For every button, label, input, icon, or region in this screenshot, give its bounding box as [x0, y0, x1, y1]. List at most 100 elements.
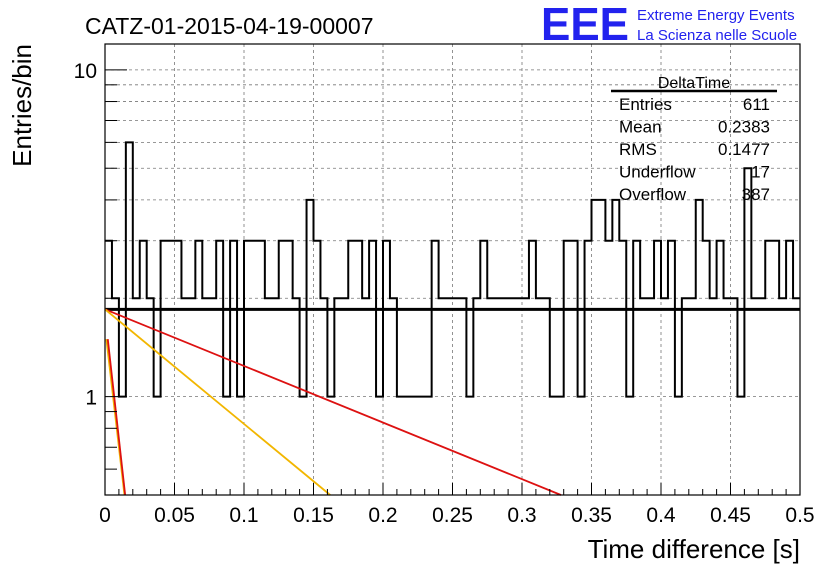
histogram-bin	[515, 298, 522, 495]
histogram-bin	[307, 200, 314, 495]
histogram-bin	[327, 397, 334, 495]
histogram-bin	[640, 298, 647, 495]
stats-title: DeltaTime	[658, 75, 730, 92]
histogram-bin	[376, 397, 383, 495]
x-tick-label: 0.25	[432, 504, 473, 527]
histogram-bin	[550, 397, 557, 495]
histogram-bin	[348, 241, 355, 495]
histogram-bin	[717, 241, 724, 495]
x-tick-label: 0.1	[229, 504, 258, 527]
x-tick-label: 0.2	[368, 504, 397, 527]
x-tick-label: 0.15	[293, 504, 334, 527]
histogram-bin	[473, 298, 480, 495]
stats-label: Overflow	[619, 185, 687, 204]
histogram-bin	[522, 298, 529, 495]
fit-line	[106, 338, 127, 496]
histogram-bin	[536, 298, 543, 495]
histogram-bin	[133, 298, 140, 495]
histogram-bin	[383, 241, 390, 495]
histogram-bin	[772, 241, 779, 495]
histogram-bin	[286, 241, 293, 495]
tick-labels: 0 0.05 0.1 0.15 0.2 0.25 0.3 0.35 0.4 0.45 0.5 1 10	[74, 60, 815, 527]
histogram-bin	[418, 397, 425, 495]
histogram-bin	[682, 298, 689, 495]
x-tick-label: 0	[99, 504, 111, 527]
x-tick-label: 0.35	[571, 504, 612, 527]
histogram-bin	[529, 241, 536, 495]
histogram-bin	[501, 298, 508, 495]
fit-line	[104, 308, 331, 496]
stats-value: 0.2383	[718, 118, 770, 137]
histogram-bin	[390, 298, 397, 495]
histogram-bin	[195, 241, 202, 495]
histogram-bin	[168, 241, 175, 495]
histogram-bin	[619, 241, 626, 495]
stats-label: Entries	[619, 95, 672, 114]
histogram-bin	[703, 241, 710, 495]
histogram-bin	[272, 298, 279, 495]
x-tick-label: 0.5	[785, 504, 814, 527]
histogram-bin	[689, 298, 696, 495]
histogram-bin	[453, 298, 460, 495]
histogram-bin	[216, 241, 223, 495]
histogram-bin	[181, 298, 188, 495]
fit-line	[104, 308, 562, 496]
y-axis-label: Entries/bin	[7, 44, 37, 167]
histogram-bin	[724, 298, 731, 495]
histogram-bin	[466, 397, 473, 495]
histogram-bin	[188, 298, 195, 495]
histogram-bin	[140, 241, 147, 495]
histogram-bin	[585, 241, 592, 495]
histogram-bin	[675, 397, 682, 495]
run-title: CATZ-01-2015-04-19-00007	[85, 13, 374, 39]
histogram-bin	[202, 298, 209, 495]
histogram-bin	[480, 241, 487, 495]
histogram-bin	[592, 200, 599, 495]
histogram-bin	[626, 397, 633, 495]
histogram-bin	[605, 241, 612, 495]
logo-subtitle-1: Extreme Energy Events	[637, 7, 795, 24]
histogram-bin	[737, 397, 744, 495]
histogram-bin	[230, 241, 237, 495]
histogram-bin	[765, 241, 772, 495]
histogram-bin	[369, 241, 376, 495]
axis-ticks	[104, 69, 801, 496]
histogram-bars	[105, 141, 800, 495]
histogram-bin	[744, 168, 751, 495]
x-tick-label: 0.05	[154, 504, 195, 527]
y-tick-label: 10	[74, 60, 97, 83]
x-tick-label: 0.3	[507, 504, 536, 527]
histogram-bin	[571, 241, 578, 495]
histogram-bin	[779, 298, 786, 495]
x-axis-label: Time difference [s]	[588, 534, 800, 564]
histogram-bin	[439, 298, 446, 495]
stats-value: 387	[742, 185, 770, 204]
histogram-bin	[355, 241, 362, 495]
histogram-bin	[731, 298, 738, 495]
stats-value: 611	[743, 95, 770, 114]
histogram-bin	[397, 397, 404, 495]
histogram-bin	[751, 298, 758, 495]
histogram-bin	[362, 298, 369, 495]
histogram-bin	[557, 397, 564, 495]
histogram-outline	[105, 141, 800, 398]
y-tick-label: 1	[85, 387, 97, 410]
histogram-bin	[237, 397, 244, 495]
stats-box: DeltaTime Entries 611 Mean 0.2383 RMS 0.1477 U…	[611, 75, 777, 204]
histogram-bin	[647, 298, 654, 495]
x-tick-label: 0.4	[646, 504, 676, 527]
histogram-bin	[446, 298, 453, 495]
histogram-bin	[543, 298, 550, 495]
histogram-bin	[432, 241, 439, 495]
fit-lines	[104, 307, 800, 496]
histogram-bin	[612, 200, 619, 495]
histogram-bin	[404, 397, 411, 495]
histogram-bin	[654, 241, 661, 495]
histogram-bin	[793, 298, 800, 495]
histogram-bin	[154, 397, 161, 495]
histogram-bin	[598, 200, 605, 495]
histogram-bin	[758, 298, 765, 495]
histogram-bin	[508, 298, 515, 495]
histogram-bin	[341, 298, 348, 495]
histogram-bin	[578, 397, 585, 495]
